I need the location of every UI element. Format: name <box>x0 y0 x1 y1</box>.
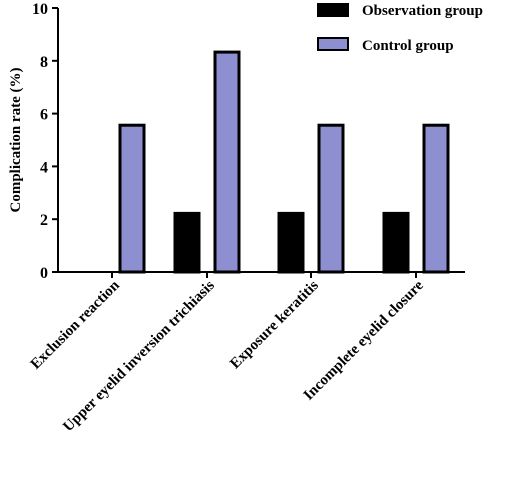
y-axis-label: Complication rate (%) <box>8 68 24 213</box>
bar-observation-3 <box>382 211 410 274</box>
y-tick-label: 6 <box>40 107 48 124</box>
y-tick-label: 0 <box>40 265 48 282</box>
bar-control-0 <box>118 123 146 274</box>
x-tick-label: Exposure keratitis <box>227 277 322 372</box>
y-axis-ticks: 0 2 4 6 8 10 <box>32 1 58 282</box>
legend-label-observation: Observation group <box>362 3 483 19</box>
y-tick-label: 4 <box>40 159 48 176</box>
legend-swatch-observation <box>317 3 349 17</box>
bar-control-3 <box>422 123 450 274</box>
bars-group <box>118 50 450 274</box>
y-tick-label: 10 <box>32 1 48 18</box>
x-tick-label: Upper eyelid inversion trichiasis <box>60 277 218 435</box>
bar-observation-2 <box>277 211 305 274</box>
legend: Observation group Control group <box>317 3 483 54</box>
x-tick-label: Exclusion reaction <box>28 277 124 373</box>
bar-control-2 <box>317 123 345 274</box>
bar-observation-1 <box>173 211 201 274</box>
y-tick-label: 8 <box>40 54 48 71</box>
bar-control-1 <box>213 50 241 274</box>
legend-label-control: Control group <box>362 38 454 54</box>
legend-swatch-control <box>317 37 349 51</box>
y-tick-label: 2 <box>40 212 48 229</box>
x-tick-label: Incomplete eyelid closure <box>301 277 427 403</box>
